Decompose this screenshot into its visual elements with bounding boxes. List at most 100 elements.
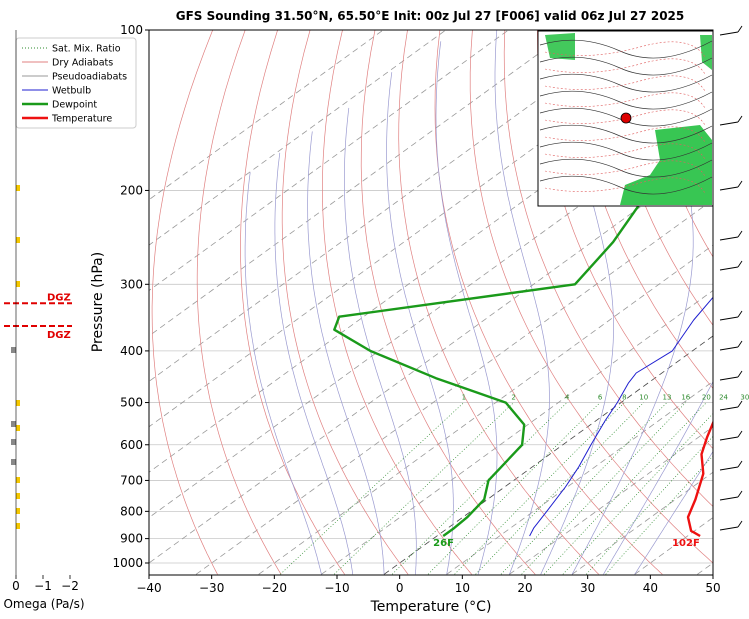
dry-adiabat-line [281,30,409,575]
map-contour-line [544,58,706,75]
omega-tick-label: 0 [12,579,20,593]
map-contour-line [544,177,706,194]
mixing-ratio-label: 16 [681,394,690,402]
mixing-ratio-label: 6 [598,394,603,402]
map-precip-area [620,125,712,205]
x-tick-label: −20 [262,581,287,595]
pseudoadiabat-line [603,380,713,575]
omega-bar [16,185,20,191]
omega-bar [16,477,20,483]
dry-adiabat-line [503,30,713,507]
legend-entry: Wetbulb [52,86,91,97]
map-location-marker [620,112,632,124]
y-tick-label: 200 [120,183,143,197]
omega-bar [11,421,16,427]
map-contour-line [539,175,713,195]
dry-adiabat-line [601,30,713,326]
pseudoadiabat-line [274,152,354,575]
plot-frame [148,29,714,576]
x-tick-label: −10 [324,581,349,595]
y-tick-label: 800 [120,504,143,518]
wind-barb [737,460,743,468]
wind-barb [737,115,743,123]
map-contour-line [544,109,706,126]
isotherm-line [149,30,447,246]
legend: Sat. Mix. Ratio Dry Adiabats Pseudoadiabat… [15,37,137,129]
omega-bar [11,439,16,445]
map-contour-line [539,124,713,144]
omega-bar [16,425,20,431]
wind-barb [719,436,739,441]
mixing-ratio-line [454,402,625,575]
x-tick-label: −40 [136,581,161,595]
map-contour-line [544,92,706,109]
isotherm-line [149,153,713,564]
mixing-ratio-label: 10 [639,394,648,402]
surface-labels: 102F 26F [433,538,700,549]
isotherm-line [383,335,713,575]
map-contour-line [539,56,713,76]
legend-entry: Temperature [51,114,112,125]
map-contour-line [544,75,706,92]
temperature-profile-line [686,419,713,538]
dry-adiabat-line [398,30,599,575]
y-axis-label: Pressure (hPa) [90,252,106,352]
plot-area: 1246810131620243036 −40−30−20−1001020304… [90,23,749,615]
omega-bar [16,508,20,514]
y-tick-label: 400 [120,344,143,358]
omega-panel: DGZ DGZ 0 −1 −2 Omega (Pa/s) [3,30,85,611]
x-tick-label: 10 [455,581,470,595]
wind-barb [737,370,743,378]
x-tick-label: 30 [580,581,595,595]
isotherm-line [149,30,509,292]
dewpoint-profile-line [333,84,713,537]
isotherm-line [571,471,713,575]
mixing-ratio-labels: 1246810131620243036 [462,394,749,402]
map-contour-line [539,158,713,178]
map-precip-area [545,33,575,60]
wind-barb [737,230,743,238]
wind-barb [737,520,743,528]
surface-dewpoint-label: 26F [433,538,454,549]
isotherm-line [149,30,635,382]
isotherm-line [149,30,384,201]
wind-barb [719,406,739,411]
mixing-ratio-line [391,402,568,575]
wind-barb [737,430,743,438]
mixing-ratio-label: 2 [511,394,515,402]
wind-barb [737,25,743,33]
isotherm-line [258,244,713,575]
legend-entry: Sat. Mix. Ratio [52,44,121,55]
mixing-ratio-label: 13 [662,394,671,402]
mixing-ratio-label: 30 [740,394,749,402]
wind-barb [719,526,739,531]
legend-entry: Dry Adiabats [52,58,113,69]
mixing-ratio-line [427,402,601,575]
dgz-label: DGZ [47,330,71,341]
map-contour-line [544,143,706,160]
isotherm-line [195,199,713,575]
wind-barb [737,260,743,268]
mixing-ratio-label: 8 [622,394,626,402]
chart-title: GFS Sounding 31.50°N, 65.50°E Init: 00z … [176,9,685,23]
wind-barb [719,236,739,241]
dry-adiabat-line [469,30,713,564]
pseudoadiabat-line [494,30,550,575]
dry-adiabat-line [151,30,218,575]
wind-barb [719,121,739,126]
dry-adiabat-line [569,30,713,389]
isotherm-line [149,30,572,337]
y-tick-label: 900 [120,532,143,546]
y-tick-label: 1000 [112,556,143,570]
pseudoadiabat-line [435,41,498,575]
wind-barb [719,376,739,381]
pseudoadiabat-line [244,172,322,575]
map-contour-line [544,126,706,143]
x-axis-ticks: −40 −30 −20 −10 0 10 20 30 40 50 [136,575,721,595]
pseudoadiabat-line [386,72,454,575]
map-contour-line [539,90,713,110]
omega-bar [16,281,20,287]
inset-map [537,30,714,207]
map-contour-line [539,107,713,127]
